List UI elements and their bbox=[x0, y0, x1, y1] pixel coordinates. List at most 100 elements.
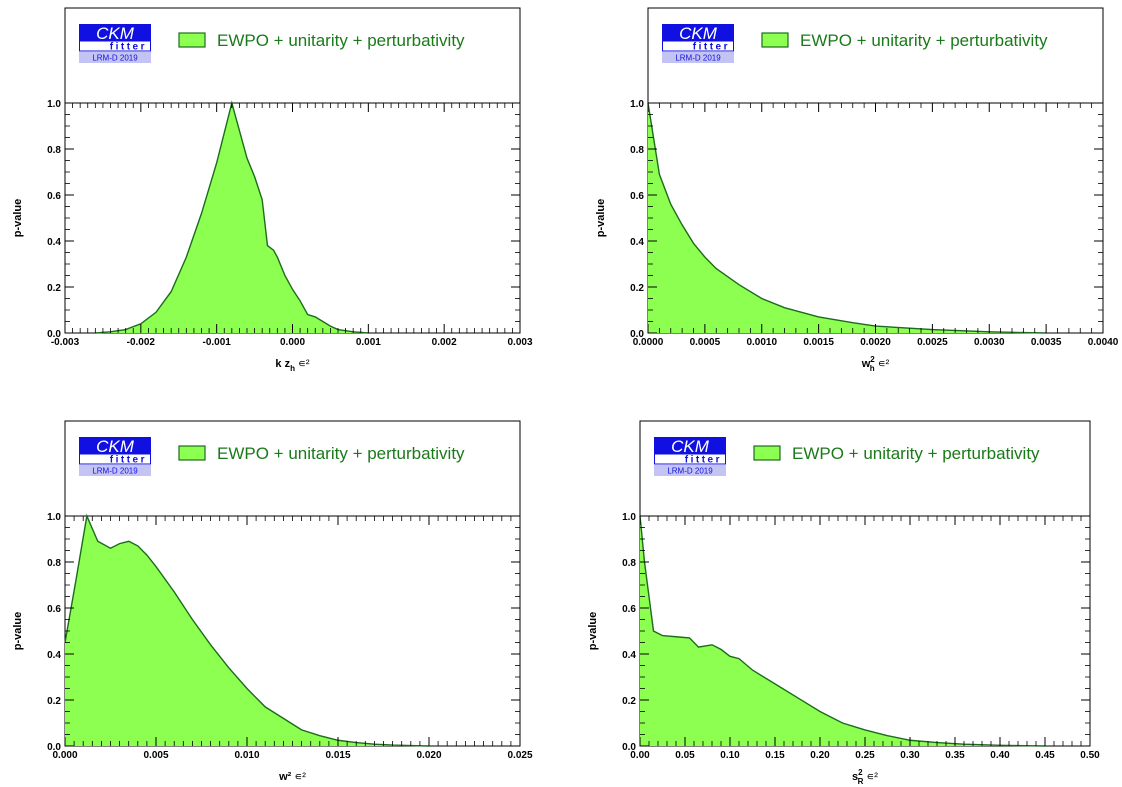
logo-sub-block bbox=[79, 465, 151, 476]
logo-ckm-text: CKM bbox=[679, 24, 718, 43]
x-tick-label: 0.0015 bbox=[803, 337, 834, 348]
y-tick-label: 0.2 bbox=[622, 696, 636, 707]
series-line-1 bbox=[95, 100, 369, 334]
legend-label: EWPO + unitarity + perturbativity bbox=[792, 444, 1040, 463]
logo-main-block bbox=[654, 437, 726, 454]
logo-sub-text: LRM-D 2019 bbox=[667, 467, 713, 476]
x-axis-label: w² ∊² bbox=[278, 771, 306, 783]
x-tick-label: 0.025 bbox=[507, 750, 532, 761]
legend: EWPO + unitarity + perturbativity bbox=[753, 444, 1040, 463]
logo-fitter-text: fitter bbox=[693, 42, 730, 53]
x-axis-label-sub: h bbox=[290, 364, 295, 373]
series-area-1 bbox=[648, 103, 1047, 333]
legend-label: EWPO + unitarity + perturbativity bbox=[800, 31, 1048, 50]
x-tick-label: 0.001 bbox=[356, 337, 381, 348]
y-axis-label: p-value bbox=[12, 199, 24, 238]
x-tick-label: 0.0040 bbox=[1088, 337, 1119, 348]
logo-ckm-text: CKM bbox=[96, 437, 135, 456]
legend: EWPO + unitarity + perturbativity bbox=[761, 31, 1048, 50]
x-tick-label: 0.20 bbox=[810, 750, 830, 761]
logo-fitter-text: fitter bbox=[685, 455, 722, 466]
y-tick-label: 0.4 bbox=[622, 650, 636, 661]
legend-swatch bbox=[178, 445, 206, 461]
legend-label: EWPO + unitarity + perturbativity bbox=[217, 444, 465, 463]
x-tick-label: 0.35 bbox=[945, 750, 965, 761]
x-tick-label: 0.005 bbox=[143, 750, 168, 761]
y-tick-label: 0.6 bbox=[622, 604, 636, 615]
y-tick-label: 0.2 bbox=[47, 696, 61, 707]
x-tick-label: 0.00 bbox=[630, 750, 650, 761]
x-axis-label-main: k z bbox=[275, 358, 290, 370]
legend-swatch bbox=[753, 445, 781, 461]
series-area-1 bbox=[65, 516, 429, 746]
logo-fitter-block bbox=[662, 40, 734, 52]
logo-fitter-block bbox=[79, 453, 151, 465]
logo-fitter-block bbox=[79, 40, 151, 52]
legend-swatch bbox=[178, 32, 206, 48]
legend-label: EWPO + unitarity + perturbativity bbox=[217, 31, 465, 50]
logo-main-block bbox=[79, 437, 151, 454]
y-axis-label: p-value bbox=[12, 612, 24, 651]
logo-sub-block bbox=[662, 52, 734, 63]
logo-fitter-block bbox=[654, 453, 726, 465]
x-tick-label: 0.015 bbox=[325, 750, 350, 761]
x-axis-label: s2 R ∊² bbox=[852, 768, 878, 786]
x-tick-label: 0.0005 bbox=[690, 337, 721, 348]
y-tick-label: 0.6 bbox=[47, 604, 61, 615]
x-axis-label-sup: 2 bbox=[858, 768, 863, 777]
series-area-1 bbox=[640, 516, 1045, 746]
y-tick-label: 0.2 bbox=[630, 283, 644, 294]
x-axis-label-sub: h bbox=[870, 364, 875, 373]
x-tick-label: 0.002 bbox=[432, 337, 457, 348]
logo-sub-text: LRM-D 2019 bbox=[675, 54, 721, 63]
x-axis-label-suffix: ∊² bbox=[863, 771, 878, 783]
y-tick-label: 0.2 bbox=[47, 283, 61, 294]
x-tick-label: -0.002 bbox=[127, 337, 156, 348]
x-tick-label: 0.0000 bbox=[633, 337, 664, 348]
chart-panel-1: -0.003 -0.002 -0.001 0.000 0.001 0.002 0.003 0.… bbox=[12, 7, 533, 373]
x-axis-label-suffix: ∊² bbox=[295, 358, 310, 370]
x-tick-label: 0.05 bbox=[675, 750, 695, 761]
x-axis-label: k zh ∊² bbox=[275, 358, 310, 373]
y-tick-label: 0.0 bbox=[622, 742, 636, 753]
y-tick-label: 1.0 bbox=[630, 99, 644, 110]
chart-panel-4: 0.00 0.05 0.10 0.15 0.20 0.25 0.30 0.35 0.40 0.45… bbox=[587, 420, 1100, 786]
y-tick-label: 0.8 bbox=[47, 145, 61, 156]
series-line-1 bbox=[647, 102, 1047, 334]
x-axis-label-sub: R bbox=[858, 777, 864, 786]
logo-main-block bbox=[79, 24, 151, 41]
x-axis-label-suffix: ∊² bbox=[291, 771, 306, 783]
y-tick-label: 0.6 bbox=[630, 191, 644, 202]
legend-swatch bbox=[761, 32, 789, 48]
logo-fitter-text: fitter bbox=[110, 455, 147, 466]
legend: EWPO + unitarity + perturbativity bbox=[178, 31, 465, 50]
x-axis-label-main: w² bbox=[278, 771, 292, 783]
y-tick-label: 0.8 bbox=[47, 558, 61, 569]
legend: EWPO + unitarity + perturbativity bbox=[178, 444, 465, 463]
x-tick-label: 0.003 bbox=[507, 337, 532, 348]
chart-panel-3: 0.000 0.005 0.010 0.015 0.020 0.025 0.0 0.2 0.4 0… bbox=[12, 420, 533, 783]
y-tick-label: 0.4 bbox=[630, 237, 644, 248]
x-tick-label: 0.010 bbox=[234, 750, 259, 761]
x-tick-label: 0.0025 bbox=[917, 337, 948, 348]
y-tick-label: 0.4 bbox=[47, 650, 61, 661]
y-tick-label: 0.0 bbox=[630, 329, 644, 340]
y-tick-label: 1.0 bbox=[622, 512, 636, 523]
series-area-1 bbox=[95, 103, 369, 333]
x-axis-label-suffix: ∊² bbox=[875, 358, 890, 370]
y-tick-label: 0.4 bbox=[47, 237, 61, 248]
logo-sub-text: LRM-D 2019 bbox=[92, 467, 138, 476]
x-tick-label: 0.000 bbox=[280, 337, 305, 348]
x-tick-label: 0.25 bbox=[855, 750, 875, 761]
x-tick-label: 0.0010 bbox=[746, 337, 777, 348]
x-tick-label: 0.0035 bbox=[1031, 337, 1062, 348]
x-tick-label: 0.30 bbox=[900, 750, 920, 761]
x-tick-label: -0.003 bbox=[51, 337, 80, 348]
x-axis-label-main: s bbox=[852, 771, 858, 783]
y-tick-label: 0.6 bbox=[47, 191, 61, 202]
x-tick-label: 0.000 bbox=[52, 750, 77, 761]
